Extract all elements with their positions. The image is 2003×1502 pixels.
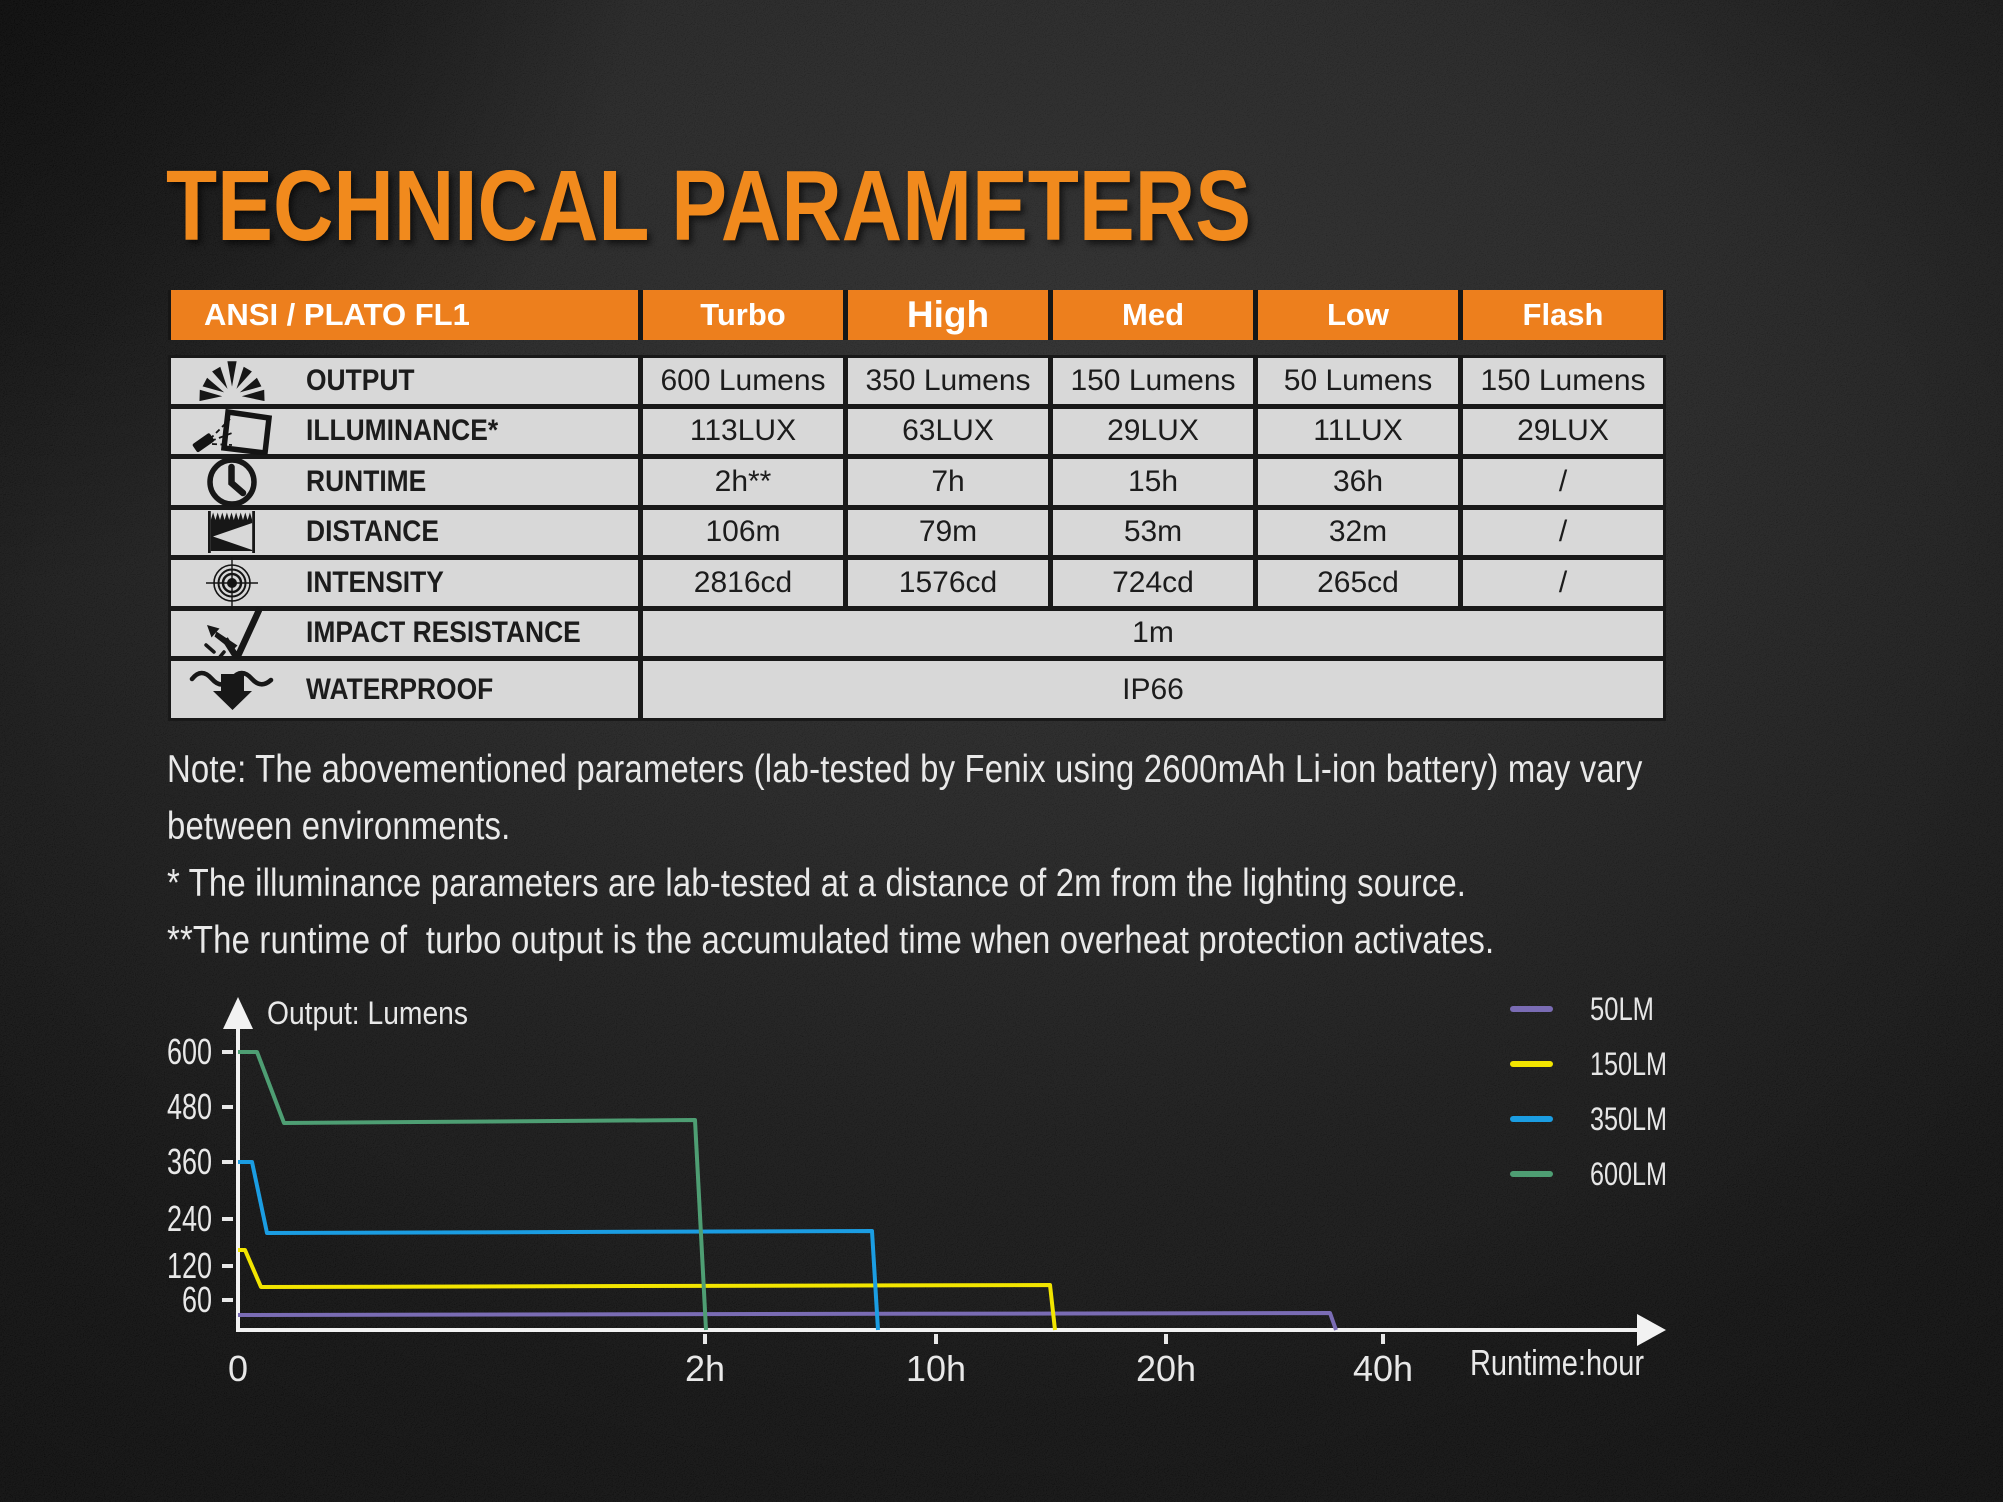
svg-text:40h: 40h [1353,1348,1413,1389]
svg-text:Output: Lumens: Output: Lumens [267,995,468,1031]
svg-text:480: 480 [167,1086,212,1127]
svg-text:0: 0 [228,1348,248,1389]
svg-text:20h: 20h [1136,1348,1196,1389]
svg-text:2h: 2h [685,1348,725,1389]
svg-text:60: 60 [182,1279,212,1320]
svg-text:600LM: 600LM [1590,1156,1667,1192]
svg-text:150LM: 150LM [1590,1046,1667,1082]
svg-text:350LM: 350LM [1590,1101,1667,1137]
svg-text:Runtime:hour: Runtime:hour [1470,1342,1644,1383]
svg-text:120: 120 [167,1245,212,1286]
svg-text:50LM: 50LM [1590,991,1654,1027]
svg-text:600: 600 [167,1031,212,1072]
svg-text:360: 360 [167,1141,212,1182]
svg-text:240: 240 [167,1198,212,1239]
svg-text:10h: 10h [906,1348,966,1389]
